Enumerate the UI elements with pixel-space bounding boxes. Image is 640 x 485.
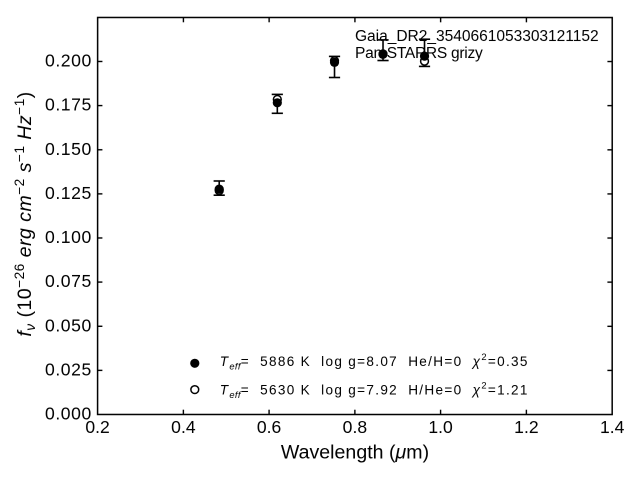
svg-text:0.025: 0.025 [45,359,92,379]
svg-text:0.150: 0.150 [45,139,92,159]
svg-text:Pan-STARRS grizy: Pan-STARRS grizy [355,45,483,62]
svg-text:0.8: 0.8 [343,417,368,437]
svg-text:0.075: 0.075 [45,271,92,291]
svg-text:0.200: 0.200 [45,51,92,71]
svg-text:Wavelength (μm): Wavelength (μm) [281,441,429,463]
svg-text:1.0: 1.0 [428,417,453,437]
svg-text:0.000: 0.000 [45,404,92,424]
svg-text:fν (10−26 erg cm−2 s−1 Hz−1): fν (10−26 erg cm−2 s−1 Hz−1) [12,91,38,336]
svg-text:1.2: 1.2 [514,417,538,437]
svg-text:0.050: 0.050 [45,315,92,335]
svg-text:0.100: 0.100 [45,227,92,247]
svg-text:0.4: 0.4 [171,417,196,437]
svg-text:0.125: 0.125 [45,183,92,203]
svg-text:Gaia_DR2_3540661053303121152: Gaia_DR2_3540661053303121152 [355,28,599,45]
svg-text:1.4: 1.4 [600,417,625,437]
svg-text:0.6: 0.6 [257,417,282,437]
svg-text:0.175: 0.175 [45,95,92,115]
